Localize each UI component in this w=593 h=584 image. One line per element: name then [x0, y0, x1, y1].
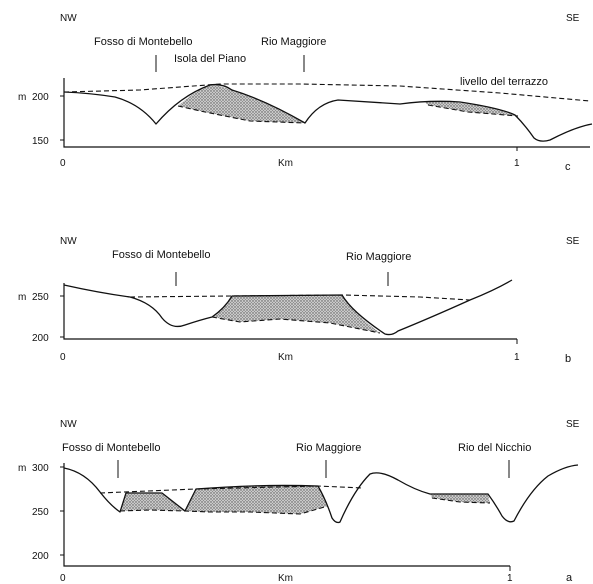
panel-c-terrace-label: livello del terrazzo: [460, 76, 548, 88]
panel-a-x-tick-1: 1: [507, 573, 513, 584]
panel-b: NW SE Fosso di Montebello Rio Maggiore m…: [18, 236, 580, 365]
panel-a-elev-tick-300: 300: [32, 463, 49, 474]
panel-a: NW SE Fosso di Montebello Rio Maggiore R…: [18, 419, 580, 584]
panel-b-right-label: SE: [566, 236, 580, 247]
panel-c-place-isola: Isola del Piano: [174, 53, 246, 65]
panel-c-x-tick-1: 1: [514, 158, 520, 169]
panel-a-terrace-level: [99, 485, 363, 494]
panel-c-right-label: SE: [566, 13, 580, 24]
panel-a-place-fosso: Fosso di Montebello: [62, 442, 160, 454]
panel-b-ground-profile: [63, 279, 513, 336]
panel-a-right-label: SE: [566, 419, 580, 430]
panel-b-elev-unit: m: [18, 292, 26, 303]
panel-b-left-label: NW: [60, 236, 77, 247]
panel-a-letter: a: [566, 572, 573, 584]
panel-c-deposit-right: [425, 101, 518, 116]
panel-c-terrace-level: [63, 83, 591, 102]
panel-b-letter: b: [565, 353, 571, 365]
panel-c-deposit-main: [178, 84, 305, 123]
panel-a-x-tick-0: 0: [60, 573, 66, 584]
panel-a-elev-tick-200: 200: [32, 551, 49, 562]
panel-b-elev-tick-200: 200: [32, 333, 49, 344]
panel-c-elev-unit: m: [18, 92, 26, 103]
panel-a-deposit-base: [119, 505, 329, 515]
panel-a-ground-profile: [63, 464, 579, 524]
panel-c: NW SE Fosso di Montebello Isola del Pian…: [18, 13, 593, 173]
panel-a-deposit-3-base: [431, 497, 491, 504]
panel-c-deposit-base: [177, 105, 306, 124]
panel-b-elev-tick-250: 250: [32, 292, 49, 303]
panel-a-elev-unit: m: [18, 463, 26, 474]
panel-c-elev-tick-150: 150: [32, 136, 49, 147]
panel-b-deposit: [212, 295, 380, 333]
panel-a-deposit-2: [185, 485, 328, 514]
panel-b-x-tick-0: 0: [60, 352, 66, 363]
panel-c-elev-tick-200: 200: [32, 92, 49, 103]
panel-a-x-unit: Km: [278, 573, 293, 584]
panel-a-deposit-1: [120, 493, 185, 511]
panel-b-place-fosso: Fosso di Montebello: [112, 249, 210, 261]
panel-c-place-fosso: Fosso di Montebello: [94, 36, 192, 48]
panel-b-deposit-base: [211, 316, 381, 334]
panel-c-ground-profile: [63, 83, 593, 142]
panel-a-place-rio-nicchio: Rio del Nicchio: [458, 442, 531, 454]
panel-b-x-tick-1: 1: [514, 352, 520, 363]
panel-a-left-label: NW: [60, 419, 77, 430]
panel-c-x-unit: Km: [278, 158, 293, 169]
panel-a-deposit-3: [430, 494, 490, 503]
panel-b-place-rio-maggiore: Rio Maggiore: [346, 251, 411, 263]
panel-a-place-rio-maggiore: Rio Maggiore: [296, 442, 361, 454]
panel-c-place-rio-maggiore: Rio Maggiore: [261, 36, 326, 48]
panel-c-left-label: NW: [60, 13, 77, 24]
panel-a-elev-tick-250: 250: [32, 507, 49, 518]
panel-c-deposit-right-base: [427, 104, 519, 117]
panel-c-letter: c: [565, 161, 571, 173]
panel-b-axes: [63, 283, 517, 340]
panel-b-x-unit: Km: [278, 352, 293, 363]
panel-c-axes: [63, 78, 590, 148]
panel-a-axes: [63, 463, 510, 567]
panel-c-x-tick-0: 0: [60, 158, 66, 169]
